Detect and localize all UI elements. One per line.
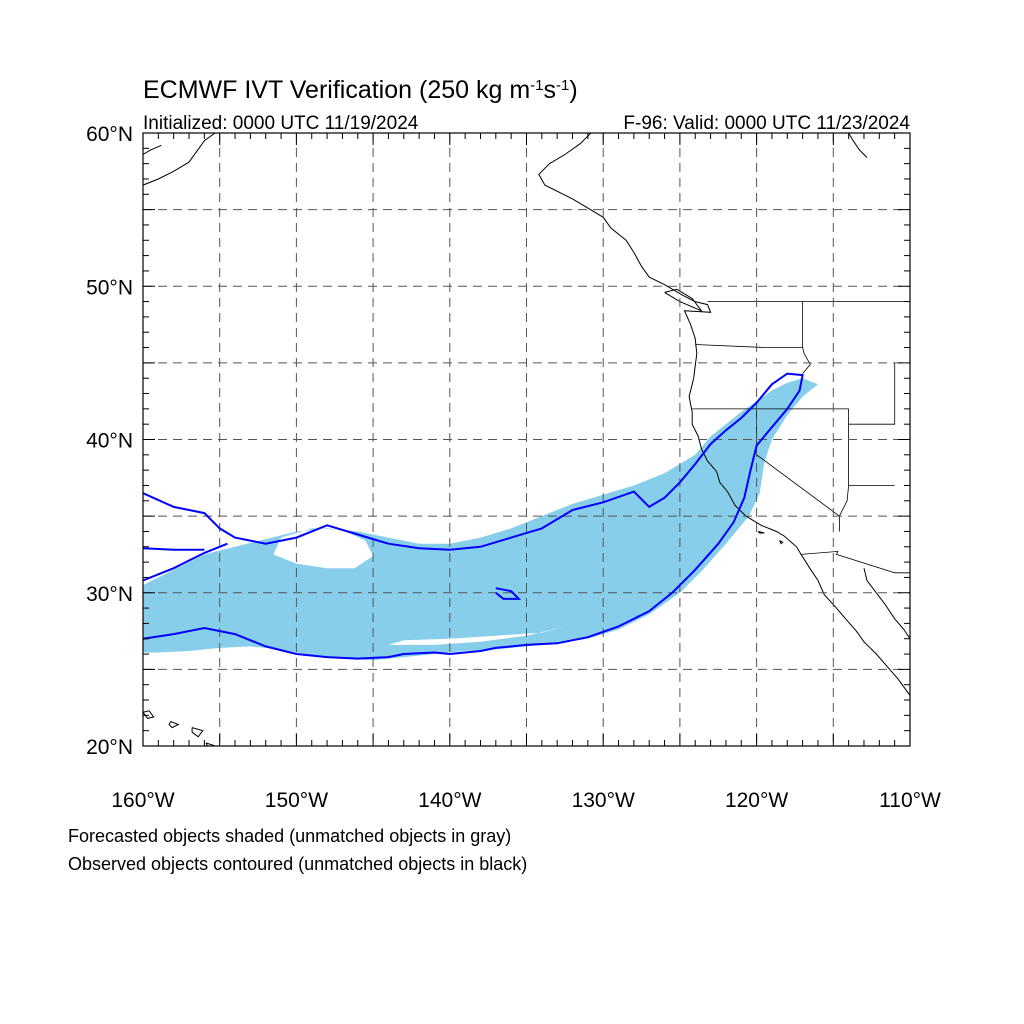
lon-label: 110°W (879, 789, 941, 812)
coastline (848, 133, 868, 158)
coastline (863, 568, 910, 639)
valid-time-label: F-96: Valid: 0000 UTC 11/23/2024 (623, 113, 910, 134)
observed-contour (143, 372, 804, 660)
observed-contour (495, 587, 522, 600)
plot-area (143, 133, 910, 746)
lon-label: 150°W (265, 789, 328, 812)
lat-label: 30°N (86, 583, 133, 606)
longitude-labels: 160°W 150°W 140°W 130°W 120°W 110°W (111, 789, 941, 812)
border-line (801, 550, 910, 574)
coastline (538, 133, 910, 696)
lat-label: 60°N (86, 123, 133, 146)
lon-label: 130°W (572, 789, 635, 812)
lat-label: 40°N (86, 430, 133, 453)
lon-label: 120°W (725, 789, 788, 812)
coastline (143, 133, 216, 186)
political-borders (692, 301, 910, 574)
coastline (205, 742, 217, 746)
init-time-label: Initialized: 0000 UTC 11/19/2024 (143, 113, 419, 134)
coastline (191, 727, 204, 738)
coastline (143, 144, 162, 155)
lat-label: 50°N (86, 276, 133, 299)
latitude-labels: 60°N 50°N 40°N 30°N 20°N (86, 123, 133, 759)
observed-contour (143, 542, 228, 582)
lon-label: 140°W (418, 789, 481, 812)
lon-label: 160°W (111, 789, 174, 812)
coastline (168, 721, 180, 729)
figure-title: ECMWF IVT Verification (250 kg m-1s-1) (143, 76, 578, 104)
coastline (757, 531, 765, 534)
legend-observed-note: Observed objects contoured (unmatched ob… (68, 854, 527, 874)
forecast-object-shading (143, 378, 818, 661)
plot-frame (142, 132, 911, 747)
coastline (779, 540, 784, 545)
observed-contour (143, 547, 205, 551)
border-line (756, 408, 840, 532)
legend-forecast-note: Forecasted objects shaded (unmatched obj… (68, 826, 511, 846)
coastline (664, 288, 703, 312)
gridlines (143, 133, 910, 746)
coastline (143, 710, 155, 719)
border-line (839, 408, 849, 517)
observed-object-contours (143, 372, 804, 660)
coastlines (143, 133, 910, 746)
border-line (695, 344, 811, 374)
border-line (848, 362, 896, 425)
lat-label: 20°N (86, 736, 133, 759)
